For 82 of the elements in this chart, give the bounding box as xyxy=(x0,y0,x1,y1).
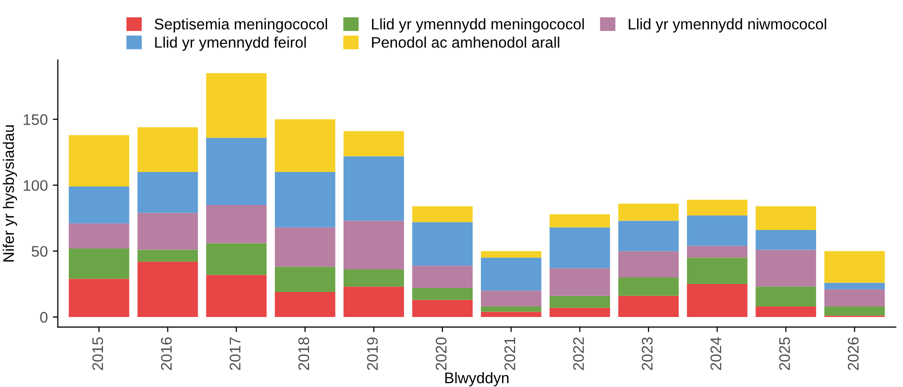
bar xyxy=(274,292,336,317)
bar xyxy=(480,290,542,306)
y-tick-label: 100 xyxy=(24,180,48,191)
bar xyxy=(206,243,267,275)
x-tick-label: 2020 xyxy=(436,337,447,370)
bar xyxy=(412,300,473,317)
y-tick-label: 0 xyxy=(40,312,48,323)
bar xyxy=(206,138,267,205)
bar xyxy=(686,246,748,258)
x-axis-title: Blwyddyn xyxy=(445,372,508,386)
bar xyxy=(756,286,816,306)
bar xyxy=(618,204,679,221)
bar xyxy=(274,227,336,267)
legend-label: Llid yr ymennydd feirol xyxy=(155,36,306,51)
bar xyxy=(550,296,610,308)
x-tick-label: 2015 xyxy=(92,337,104,370)
bar xyxy=(344,131,404,156)
legend-label: Penodol ac amhenodol arall xyxy=(372,36,560,48)
bar xyxy=(412,206,473,222)
x-tick-label: 2018 xyxy=(298,337,310,370)
bar xyxy=(686,258,748,284)
bar xyxy=(550,227,610,268)
x-tick-label: 2016 xyxy=(160,337,172,370)
bar xyxy=(412,222,473,266)
bar xyxy=(550,268,610,296)
y-tick-label: 150 xyxy=(24,114,48,125)
bar xyxy=(206,204,267,244)
bar xyxy=(274,119,336,172)
bar xyxy=(68,186,130,224)
bar xyxy=(412,288,473,300)
bar xyxy=(618,296,679,317)
bar xyxy=(480,312,542,317)
bar xyxy=(686,284,748,317)
bar xyxy=(618,277,679,296)
bar xyxy=(824,306,885,316)
bar xyxy=(274,172,336,228)
bar xyxy=(68,278,130,317)
x-tick-label: 2021 xyxy=(504,337,516,370)
bar xyxy=(756,306,816,317)
bar xyxy=(344,270,404,287)
bar xyxy=(137,250,198,262)
bar xyxy=(756,250,816,287)
bar xyxy=(344,286,404,317)
x-tick-label: 2017 xyxy=(230,338,240,370)
x-tick-label: 2022 xyxy=(573,338,584,370)
y-tick-label: 50 xyxy=(32,246,48,257)
bar xyxy=(618,220,679,252)
bar xyxy=(137,127,198,172)
bar xyxy=(68,248,130,279)
bar xyxy=(137,172,198,213)
bar xyxy=(618,251,679,278)
bar xyxy=(274,266,336,292)
bar xyxy=(550,214,610,228)
bar xyxy=(824,282,885,290)
bar xyxy=(68,135,130,187)
bar xyxy=(480,251,542,258)
bar xyxy=(550,308,610,317)
x-tick-label: 2019 xyxy=(367,337,378,370)
bar xyxy=(137,212,198,250)
x-tick-label: 2025 xyxy=(779,337,790,370)
bar xyxy=(824,251,885,283)
bar xyxy=(756,230,816,250)
bar xyxy=(344,220,404,270)
bar xyxy=(206,274,267,317)
bar xyxy=(344,156,404,221)
legend-label: Llid yr ymennydd meningococol xyxy=(372,18,584,33)
bar xyxy=(686,216,748,246)
x-tick-label: 2024 xyxy=(710,337,722,370)
bar xyxy=(206,73,267,138)
bar xyxy=(480,306,542,312)
bar xyxy=(412,266,473,288)
bar xyxy=(480,258,542,291)
bar xyxy=(68,223,130,248)
bar xyxy=(824,289,885,306)
legend-label: Septisemia meningococol xyxy=(154,18,328,33)
bar xyxy=(686,200,748,216)
legend-label: Llid yr ymennydd niwmococol xyxy=(628,18,826,33)
bar xyxy=(137,262,198,317)
x-tick-label: 2026 xyxy=(848,337,859,370)
y-axis-title: Nifer yr hysbysiadau xyxy=(2,125,18,262)
bar xyxy=(756,206,816,230)
x-tick-label: 2023 xyxy=(642,337,653,370)
